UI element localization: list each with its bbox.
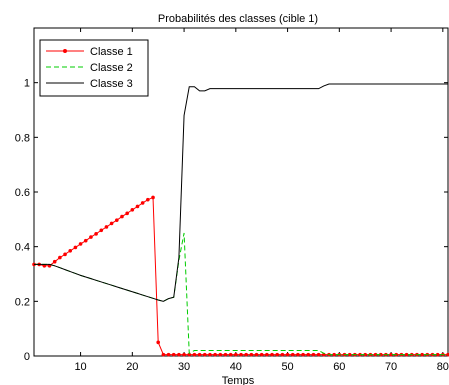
x-tick-label: 10 <box>74 361 86 373</box>
series-1-point <box>373 352 378 357</box>
series-1-point <box>389 352 393 357</box>
y-tick-label: 0.2 <box>15 296 30 308</box>
x-axis-label: Temps <box>222 375 255 385</box>
y-tick-label: 0.6 <box>15 187 30 199</box>
x-tick-label: 50 <box>281 361 293 373</box>
plot-area: 10 20 30 40 50 60 70 80 0 0.2 0.4 0.6 0.8 1 <box>15 27 449 373</box>
series-1-point <box>280 352 285 357</box>
series-1-point <box>404 352 409 357</box>
series-1-point <box>166 352 171 357</box>
series-1-point <box>115 218 119 222</box>
x-tick-label: 60 <box>333 361 345 373</box>
series-1-point <box>104 225 109 229</box>
series-1-point <box>130 207 135 212</box>
series-1-point <box>306 352 311 357</box>
series-1-point <box>125 211 129 216</box>
series-1-point <box>156 340 160 345</box>
series-1-point <box>52 259 57 264</box>
series-1-point <box>332 352 336 357</box>
series-1-point <box>420 352 424 357</box>
series-1-point <box>120 214 124 219</box>
series-1-point <box>234 352 238 357</box>
series-1-point <box>218 352 223 357</box>
legend-label-3: Classe 3 <box>90 78 133 90</box>
series-1-point <box>63 252 67 257</box>
series-1-point <box>197 352 202 357</box>
y-tick-label: 0 <box>24 351 30 363</box>
x-tick-label: 30 <box>178 361 190 373</box>
series-1-point <box>94 232 98 236</box>
series-1-point <box>446 352 449 357</box>
series-1-point <box>244 352 248 357</box>
legend-label-2: Classe 2 <box>90 62 133 74</box>
series-1-point <box>311 352 316 357</box>
legend-marker <box>63 49 67 53</box>
chart-title: Probabilités des classes (cible 1) <box>158 13 318 25</box>
series-1-point <box>208 352 212 357</box>
series-1-point <box>135 204 140 209</box>
series-1-point <box>78 242 83 246</box>
series-1-point <box>285 352 290 357</box>
series-1-point <box>151 195 155 200</box>
legend-label-1: Classe 1 <box>90 46 133 58</box>
series-1-point <box>58 255 62 260</box>
series-1-point <box>265 352 269 357</box>
series-line-2 <box>34 232 448 356</box>
series-1-point <box>109 221 114 226</box>
y-tick-label: 0.4 <box>15 242 30 254</box>
series-line-1 <box>34 196 448 356</box>
series-1-point <box>270 352 274 357</box>
series-1-point <box>192 352 197 357</box>
series-1-point <box>187 352 192 357</box>
series-1-point <box>223 352 228 357</box>
legend: Classe 1 Classe 2 Classe 3 <box>39 39 149 97</box>
series-1-point <box>99 228 104 233</box>
series-1-point <box>73 245 78 250</box>
series-1-point <box>290 352 295 357</box>
legend-box <box>39 39 149 97</box>
series-1-point <box>254 352 259 357</box>
series-1-point <box>249 352 254 357</box>
x-tick-label: 40 <box>230 361 242 373</box>
series-1-point <box>171 352 176 357</box>
series-1-point <box>68 248 73 253</box>
series-1-point <box>239 352 243 357</box>
series-1-point <box>259 352 264 357</box>
series-1-point <box>213 352 217 357</box>
series-1-point <box>177 352 181 357</box>
series-1-point <box>316 352 321 357</box>
series-1-point <box>161 352 166 357</box>
series-1-point <box>140 201 145 205</box>
series-1-point <box>202 352 207 357</box>
y-tick-label: 0.8 <box>15 132 30 144</box>
x-tick-label: 20 <box>126 361 138 373</box>
series-1-point <box>182 352 186 357</box>
series-1-point <box>275 352 280 357</box>
y-tick-label: 1 <box>24 78 30 90</box>
series-1-point <box>301 352 305 357</box>
series-1-point <box>228 352 233 357</box>
series-1-point <box>363 352 368 357</box>
x-tick-label: 80 <box>437 361 449 373</box>
series-1-point <box>347 352 352 357</box>
series-1-point <box>435 352 440 357</box>
series-line-3 <box>34 83 448 302</box>
x-tick-label: 70 <box>385 361 397 373</box>
series-1-point <box>83 238 88 243</box>
series-1-point <box>89 235 93 239</box>
series-1-point <box>296 352 300 357</box>
series-1-point <box>146 197 150 202</box>
